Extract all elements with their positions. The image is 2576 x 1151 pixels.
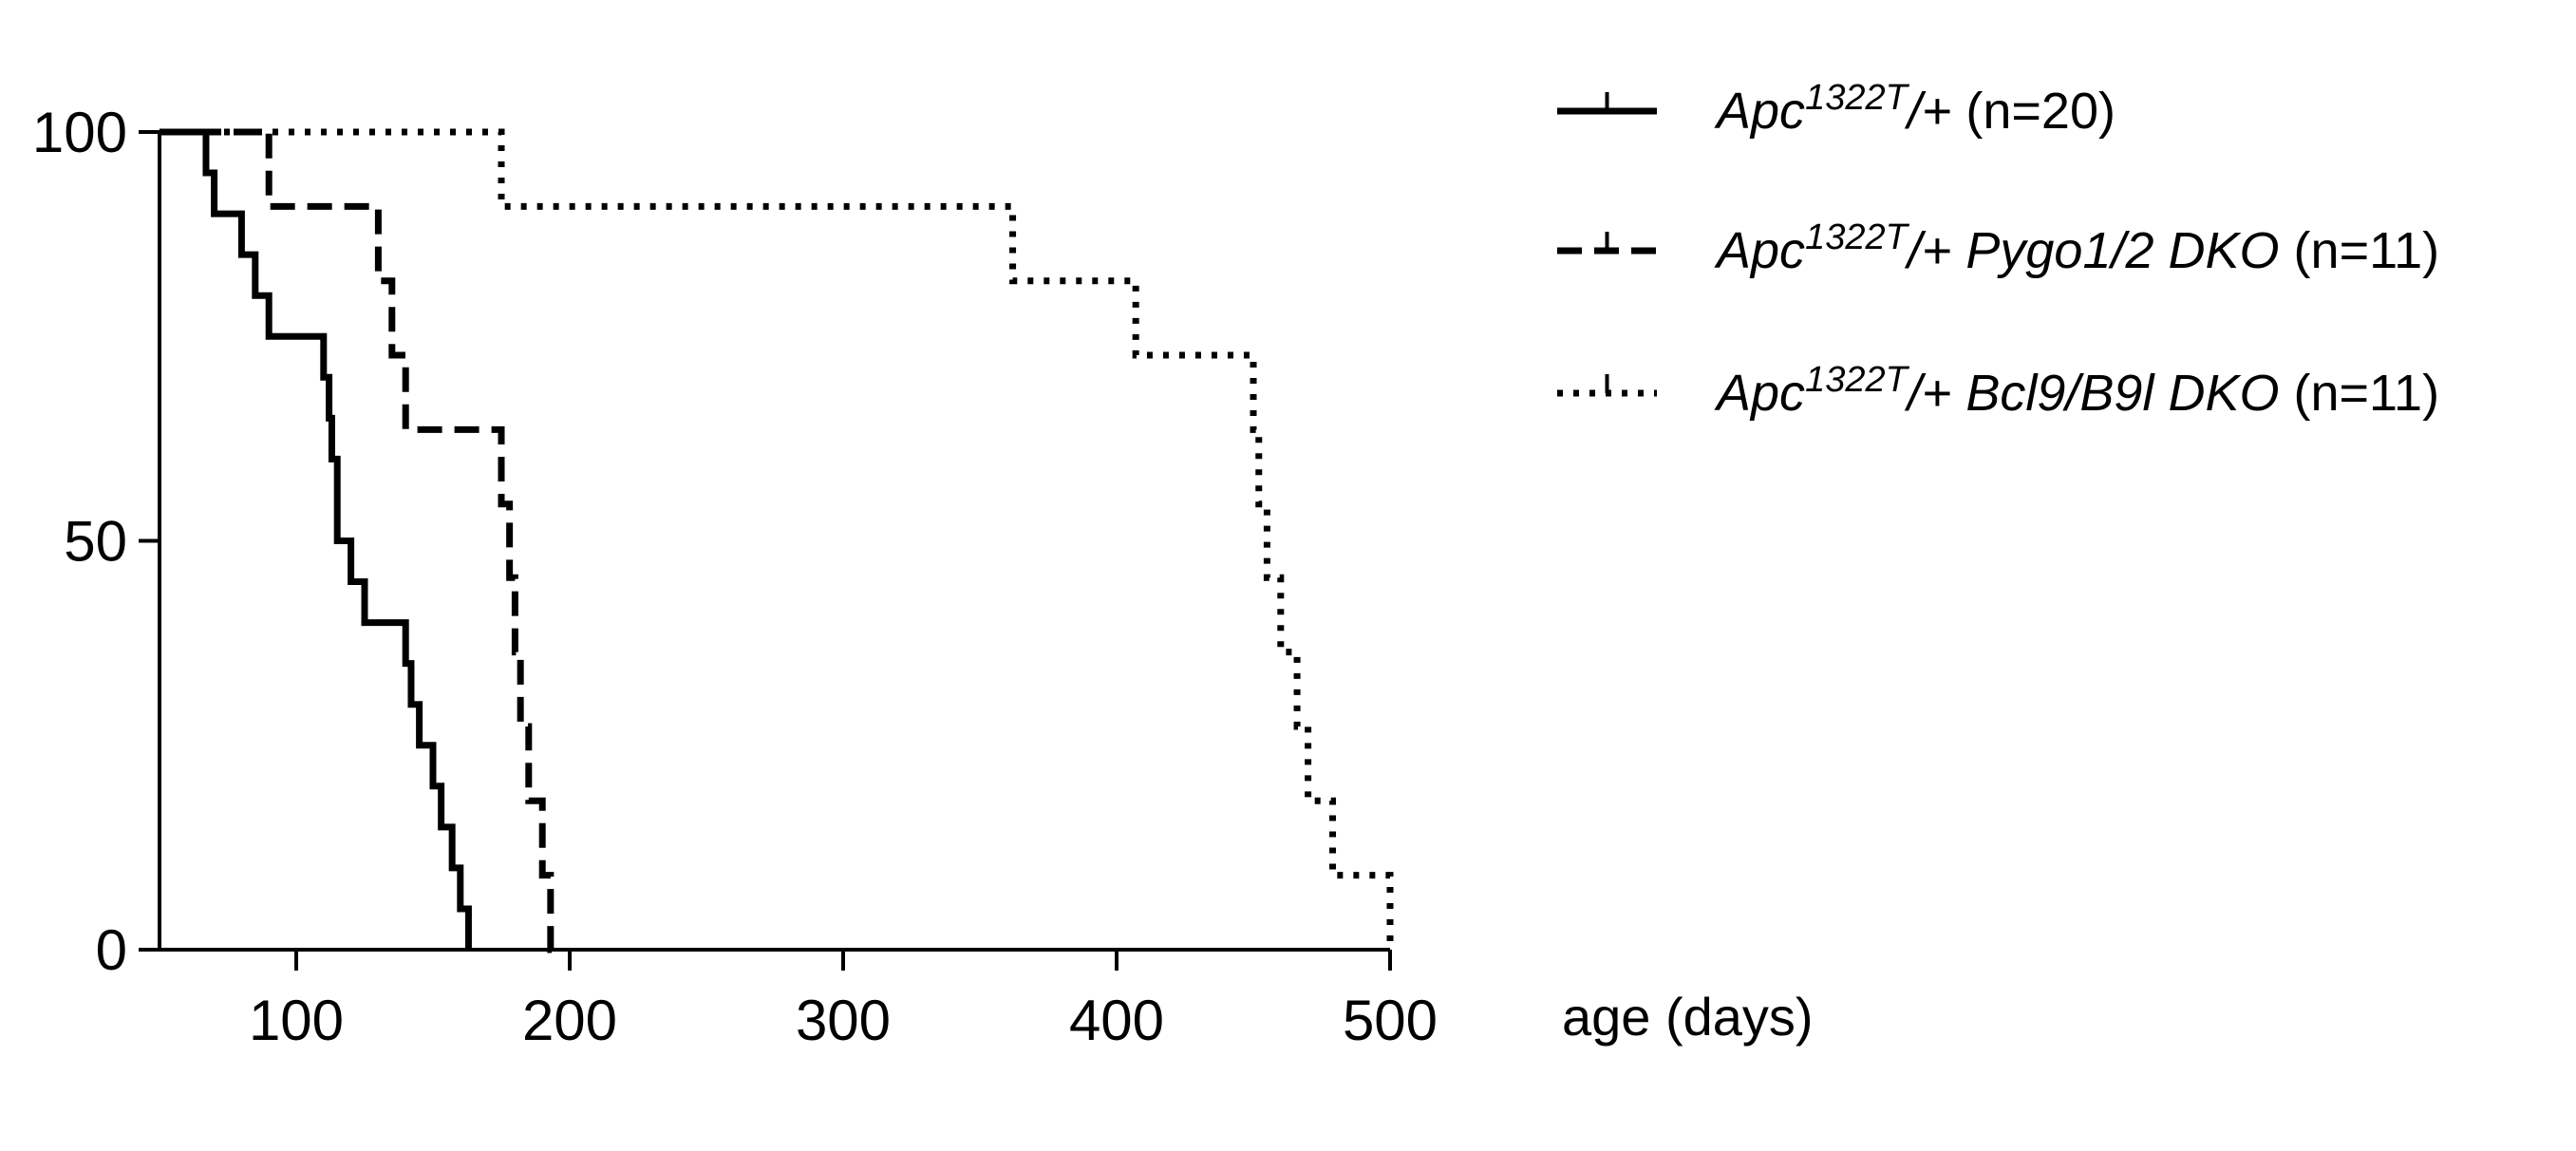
series-line-3 bbox=[160, 128, 1394, 950]
y-tick-label: 100 bbox=[32, 101, 127, 164]
legend-label: Apc1322T/+ Bcl9/B9l DKO (n=11) bbox=[1714, 360, 2439, 422]
legend-item-2: Apc1322T/+ Pygo1/2 DKO (n=11) bbox=[1557, 217, 2439, 279]
legend-label: Apc1322T/+ (n=20) bbox=[1714, 78, 2115, 140]
x-tick-label: 400 bbox=[1069, 989, 1164, 1052]
legend: Apc1322T/+ (n=20) Apc1322T/+ Pygo1/2 DKO … bbox=[1557, 78, 2439, 422]
y-tick-label: 50 bbox=[64, 510, 127, 574]
plot-area bbox=[160, 128, 1394, 953]
legend-label: Apc1322T/+ Pygo1/2 DKO (n=11) bbox=[1714, 217, 2439, 279]
ticks: 0 50 100 100 200 300 400 500 bbox=[32, 101, 1438, 1052]
y-tick-label: 0 bbox=[96, 918, 127, 982]
legend-item-1: Apc1322T/+ (n=20) bbox=[1557, 78, 2115, 140]
x-tick-label: 200 bbox=[522, 989, 617, 1052]
legend-item-3: Apc1322T/+ Bcl9/B9l DKO (n=11) bbox=[1557, 360, 2439, 422]
x-tick-label: 100 bbox=[249, 989, 344, 1052]
series-line-1 bbox=[160, 128, 472, 950]
x-axis-label: age (days) bbox=[1562, 987, 1814, 1047]
x-tick-label: 500 bbox=[1343, 989, 1438, 1052]
x-tick-label: 300 bbox=[796, 989, 891, 1052]
series-line-2 bbox=[160, 128, 559, 953]
